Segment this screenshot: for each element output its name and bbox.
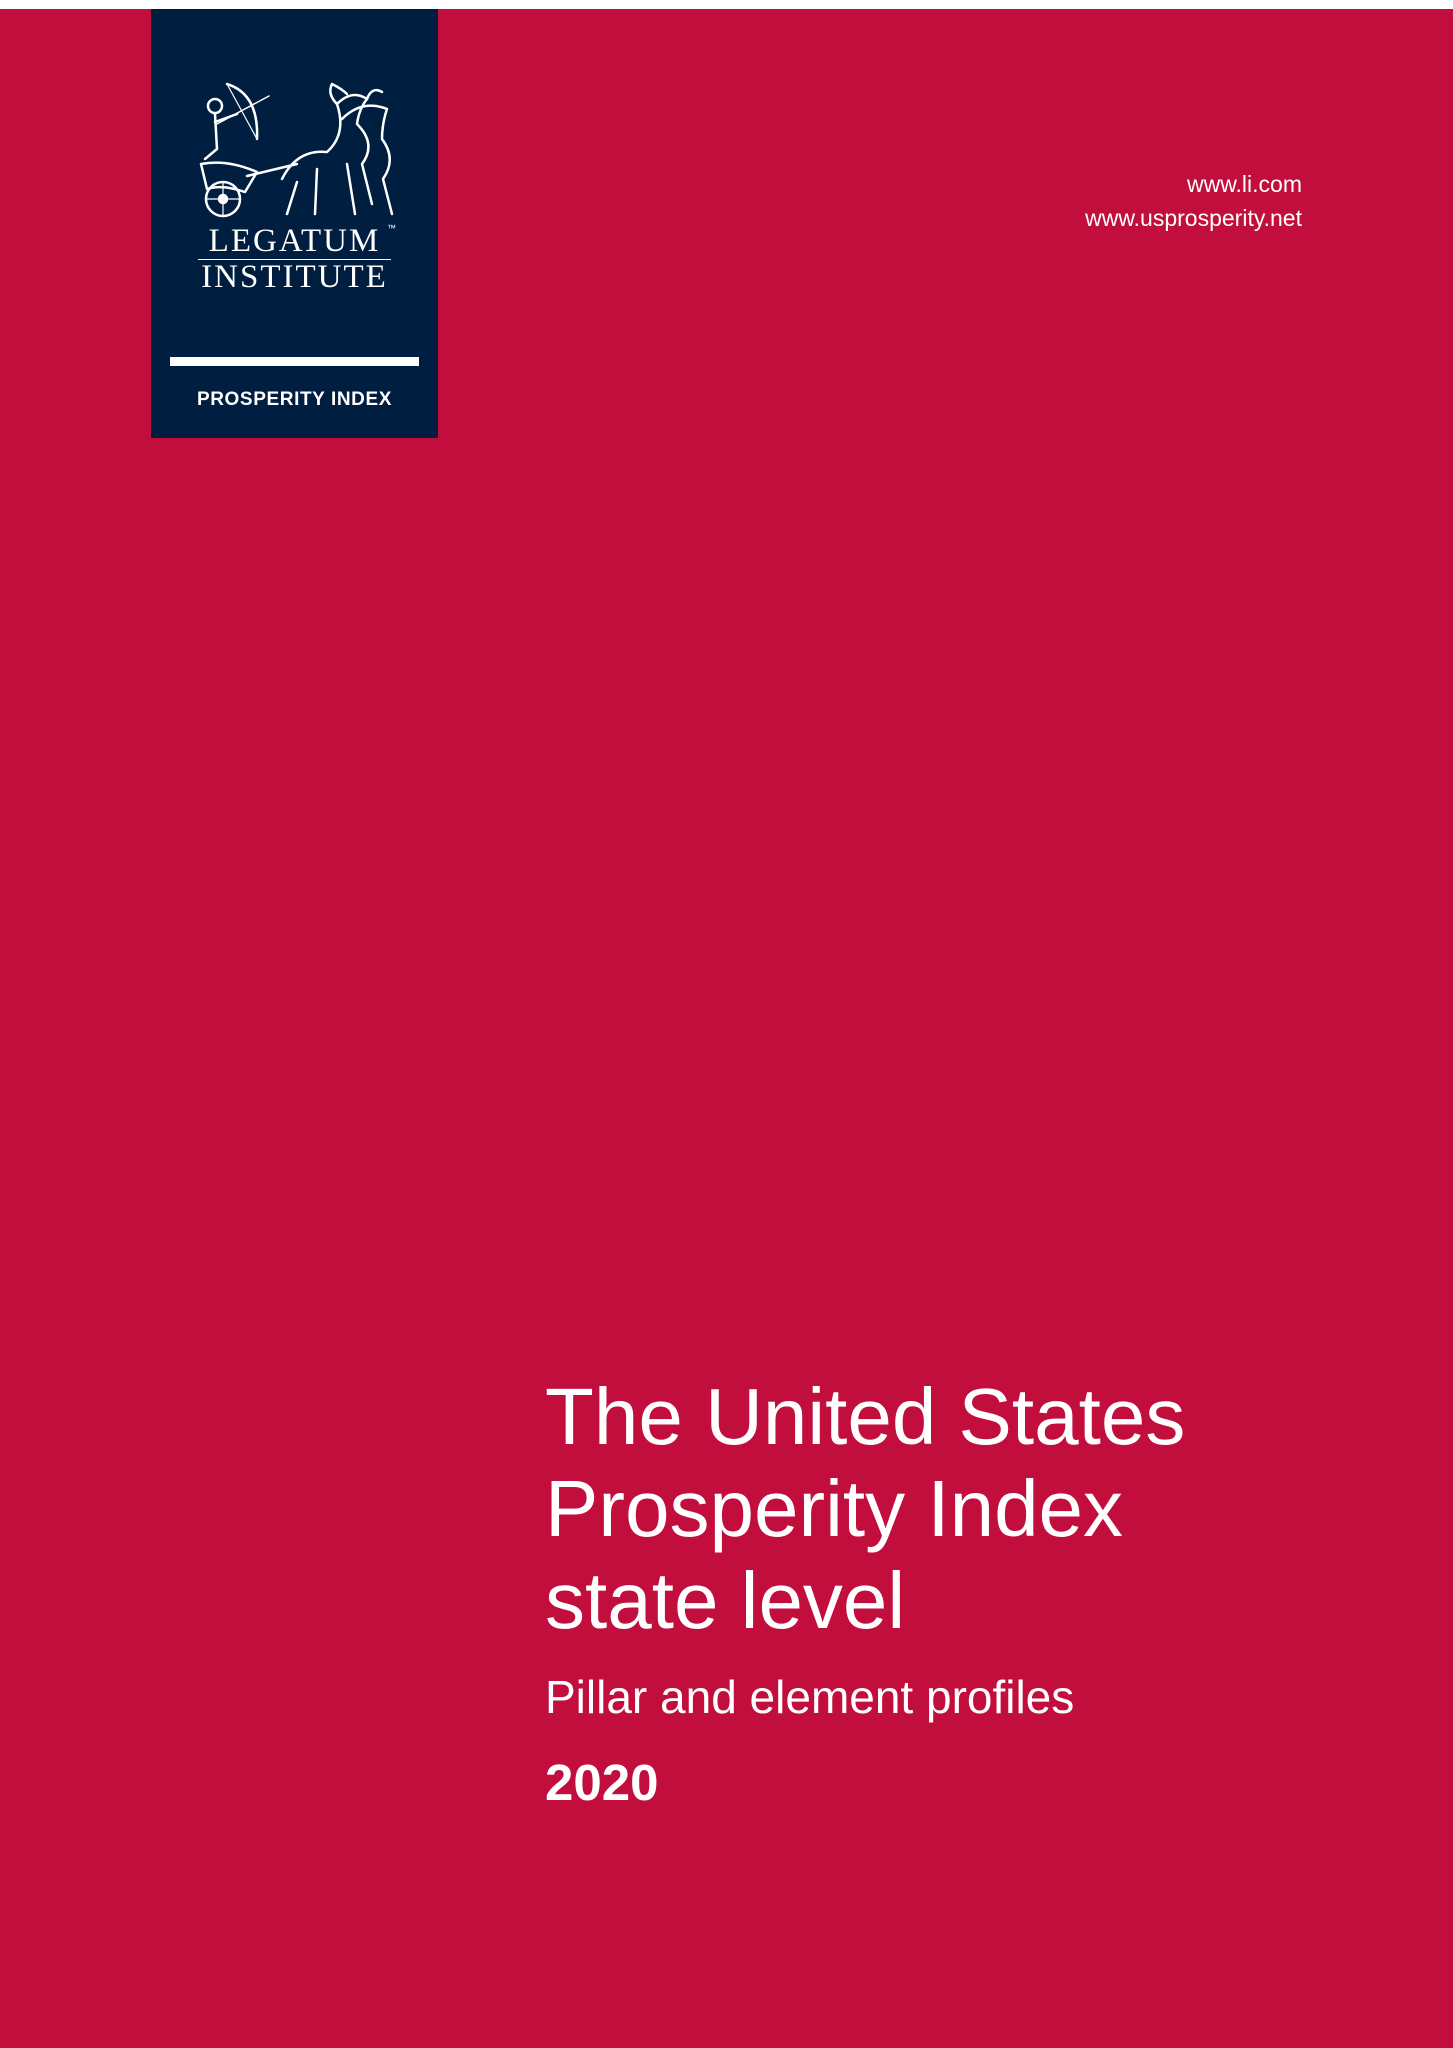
cover-title-line-1: The United States xyxy=(545,1372,1186,1461)
wordmark-divider xyxy=(198,259,391,260)
logo-white-bar xyxy=(170,357,419,366)
cover-subtitle: Pillar and element profiles xyxy=(545,1671,1075,1723)
cover-title-line-3: state level xyxy=(545,1556,906,1645)
cover-title-block: The United States Prosperity Index state… xyxy=(545,1371,1185,1813)
cover-title: The United States Prosperity Index state… xyxy=(545,1371,1185,1647)
cover-title-line-2: Prosperity Index xyxy=(545,1464,1124,1553)
trademark-symbol: ™ xyxy=(387,223,396,233)
website-link-usprosperity[interactable]: www.usprosperity.net xyxy=(1085,205,1302,231)
cover-page: LEGATUM ™ INSTITUTE PROSPERITY INDEX www… xyxy=(0,9,1453,2048)
website-link-li[interactable]: www.li.com xyxy=(1186,171,1302,197)
wordmark-legatum: LEGATUM xyxy=(208,223,381,259)
legatum-logo: LEGATUM ™ INSTITUTE PROSPERITY INDEX xyxy=(151,9,438,438)
chariot-archer-emblem-icon xyxy=(199,82,394,218)
logo-caption: PROSPERITY INDEX xyxy=(196,389,393,410)
cover-year: 2020 xyxy=(545,1754,659,1811)
wordmark-institute: INSTITUTE xyxy=(201,259,388,295)
website-links: www.li.com www.usprosperity.net xyxy=(1085,167,1302,235)
